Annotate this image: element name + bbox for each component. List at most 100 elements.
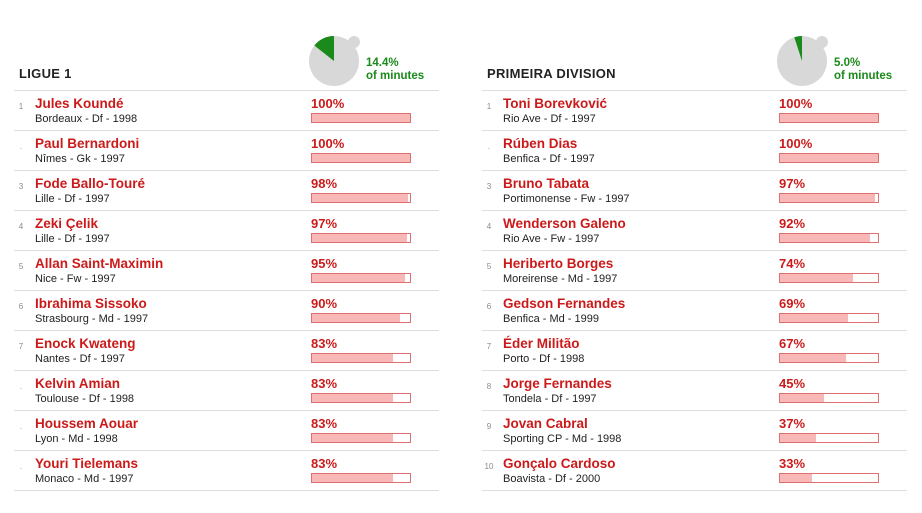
- player-name: Wenderson Galeno: [503, 216, 626, 231]
- minutes-bar: [311, 393, 411, 403]
- minutes-bar-fill: [780, 354, 846, 362]
- player-row: . Kelvin Amian Toulouse - Df - 1998 83%: [14, 371, 439, 411]
- player-name: Zeki Çelik: [35, 216, 99, 231]
- player-rank: 8: [486, 382, 492, 391]
- ligue1-minutes-label: 14.4% of minutes: [366, 57, 424, 83]
- player-rank: 5: [486, 262, 492, 271]
- ligue1-minutes-value: 14.4%: [366, 57, 399, 69]
- minutes-bar: [779, 393, 879, 403]
- player-rank: .: [19, 422, 23, 431]
- player-rank: 3: [18, 182, 24, 191]
- minutes-bar: [311, 113, 411, 123]
- player-row: . Paul Bernardoni Nîmes - Gk - 1997 100%: [14, 131, 439, 171]
- minutes-percent: 67%: [779, 336, 806, 351]
- player-rank: 7: [486, 342, 492, 351]
- player-name: Allan Saint-Maximin: [35, 256, 164, 271]
- player-rank: 10: [484, 462, 494, 471]
- minutes-bar-fill: [312, 354, 394, 362]
- gauge-knob: [348, 36, 360, 48]
- player-rank: 1: [486, 102, 492, 111]
- player-name: Jules Koundé: [35, 96, 124, 111]
- player-info: Toulouse - Df - 1998: [35, 393, 135, 405]
- minutes-bar-fill: [312, 114, 410, 122]
- player-info: Nice - Fw - 1997: [35, 273, 116, 285]
- player-rank: 5: [18, 262, 24, 271]
- player-row: 6 Ibrahima Sissoko Strasbourg - Md - 1997 9…: [14, 291, 439, 331]
- player-name: Kelvin Amian: [35, 376, 121, 391]
- player-rank: 4: [18, 222, 24, 231]
- minutes-percent: 97%: [779, 176, 806, 191]
- player-name: Gonçalo Cardoso: [503, 456, 616, 471]
- minutes-bar: [779, 193, 879, 203]
- player-info: Strasbourg - Md - 1997: [35, 313, 149, 325]
- ligue1-panel: LIGUE 1 14.4% of minutes 1 Jules Koundé Bo…: [14, 0, 439, 513]
- gauge-wedge: [794, 36, 802, 61]
- minutes-bar-fill: [780, 194, 876, 202]
- player-row: 3 Fode Ballo-Touré Lille - Df - 1997 98%: [14, 171, 439, 211]
- player-rank: 1: [18, 102, 24, 111]
- minutes-bar-fill: [312, 194, 409, 202]
- player-rank: 4: [486, 222, 492, 231]
- player-rank: .: [19, 382, 23, 391]
- player-row: 5 Allan Saint-Maximin Nice - Fw - 1997 95%: [14, 251, 439, 291]
- player-row: 7 Éder Militão Porto - Df - 1998 67%: [482, 331, 907, 371]
- primeira-minutes-value: 5.0%: [834, 57, 861, 69]
- player-rank: 6: [18, 302, 24, 311]
- player-name: Heriberto Borges: [503, 256, 614, 271]
- player-row: 7 Enock Kwateng Nantes - Df - 1997 83%: [14, 331, 439, 371]
- player-info: Lyon - Md - 1998: [35, 433, 118, 445]
- minutes-bar-fill: [312, 154, 410, 162]
- player-info: Boavista - Df - 2000: [503, 473, 601, 485]
- minutes-bar-fill: [312, 314, 401, 322]
- player-row: 9 Jovan Cabral Sporting CP - Md - 1998 37%: [482, 411, 907, 451]
- player-row: 3 Bruno Tabata Portimonense - Fw - 1997 97%: [482, 171, 907, 211]
- player-rank: 3: [486, 182, 492, 191]
- player-rank: .: [19, 142, 23, 151]
- player-name: Jovan Cabral: [503, 416, 588, 431]
- player-row: 6 Gedson Fernandes Benfica - Md - 1999 69%: [482, 291, 907, 331]
- minutes-bar: [311, 353, 411, 363]
- minutes-bar: [311, 193, 411, 203]
- minutes-percent: 92%: [779, 216, 806, 231]
- player-info: Sporting CP - Md - 1998: [503, 433, 622, 445]
- player-row: 5 Heriberto Borges Moreirense - Md - 1997 7…: [482, 251, 907, 291]
- ligue1-title: LIGUE 1: [19, 66, 72, 81]
- primeira-header-divider: [482, 90, 907, 91]
- primeira-panel: PRIMEIRA DIVISION 5.0% of minutes 1 Toni …: [482, 0, 907, 513]
- player-rank: 9: [486, 422, 492, 431]
- minutes-percent: 83%: [311, 376, 338, 391]
- player-name: Fode Ballo-Touré: [35, 176, 145, 191]
- minutes-percent: 83%: [311, 416, 338, 431]
- player-info: Nîmes - Gk - 1997: [35, 153, 125, 165]
- player-name: Gedson Fernandes: [503, 296, 626, 311]
- player-name: Toni Borevković: [503, 96, 608, 111]
- player-name: Ibrahima Sissoko: [35, 296, 147, 311]
- minutes-bar: [311, 273, 411, 283]
- minutes-bar: [779, 153, 879, 163]
- minutes-percent: 100%: [311, 96, 345, 111]
- player-row: 1 Jules Koundé Bordeaux - Df - 1998 100%: [14, 91, 439, 131]
- player-row: 1 Toni Borevković Rio Ave - Df - 1997 100%: [482, 91, 907, 131]
- gauge-wedge: [314, 36, 334, 61]
- minutes-bar: [311, 473, 411, 483]
- ligue1-header-divider: [14, 90, 439, 91]
- player-info: Benfica - Md - 1999: [503, 313, 599, 325]
- player-info: Nantes - Df - 1997: [35, 353, 125, 365]
- minutes-bar: [311, 153, 411, 163]
- player-info: Monaco - Md - 1997: [35, 473, 134, 485]
- minutes-percent: 33%: [779, 456, 806, 471]
- minutes-bar-fill: [780, 274, 853, 282]
- minutes-bar: [311, 233, 411, 243]
- minutes-percent: 97%: [311, 216, 338, 231]
- minutes-percent: 98%: [311, 176, 338, 191]
- player-name: Houssem Aouar: [35, 416, 139, 431]
- minutes-percent: 45%: [779, 376, 806, 391]
- ligue1-rows: 1 Jules Koundé Bordeaux - Df - 1998 100%. Pa…: [14, 91, 439, 491]
- minutes-percent: 69%: [779, 296, 806, 311]
- minutes-bar: [779, 353, 879, 363]
- minutes-bar-fill: [312, 434, 394, 442]
- primeira-minutes-text: of minutes: [834, 70, 893, 82]
- minutes-bar: [779, 433, 879, 443]
- minutes-bar-fill: [780, 474, 813, 482]
- player-info: Rio Ave - Df - 1997: [503, 113, 596, 125]
